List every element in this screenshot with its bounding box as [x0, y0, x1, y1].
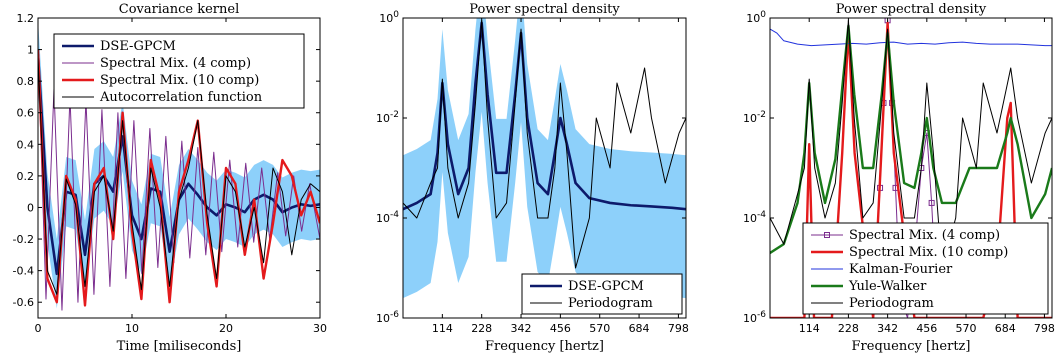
x-tick-label: 684 — [995, 322, 1016, 335]
y-tick-label: -0.4 — [13, 265, 34, 278]
plot-frame — [402, 17, 687, 319]
legend-label-periodogram: Periodogram — [568, 296, 653, 311]
series-line-autocorrelation-function — [38, 57, 320, 295]
x-tick-label: 342 — [511, 322, 532, 335]
legend: Spectral Mix. (4 comp) Spectral Mix. (10 … — [802, 222, 1049, 315]
chart-panel-3: Power spectral density Frequency [hertz] 1… — [743, 2, 1055, 354]
legend: DSE-GPCM Spectral Mix. (4 comp) Spectral M… — [53, 33, 305, 109]
legend-box — [802, 222, 1049, 315]
x-tick-label: 228 — [471, 322, 492, 335]
plot-area — [770, 18, 1052, 318]
x-tick-label: 114 — [432, 322, 453, 335]
legend-label-dse-gpcm: DSE-GPCM — [100, 39, 176, 54]
legend-box — [521, 273, 683, 315]
chart-title: Power spectral density — [469, 2, 620, 17]
x-tick-label: 798 — [1034, 322, 1055, 335]
x-tick-label: 798 — [668, 322, 689, 335]
legend-label-spectral-mix-10-comp: Spectral Mix. (10 comp) — [100, 73, 259, 88]
x-tick-label: 228 — [838, 322, 859, 335]
y-tick-label: 10-2 — [743, 110, 766, 125]
x-tick-label: 20 — [219, 322, 233, 335]
legend-label-kalman-fourier: Kalman-Fourier — [849, 262, 953, 277]
plot-area — [403, 18, 686, 299]
y-tick-label: 10-4 — [743, 210, 766, 225]
y-tick-label: 1.2 — [17, 12, 35, 25]
legend-label-spectral-mix-10-comp: Spectral Mix. (10 comp) — [849, 245, 1008, 260]
y-tick-label: 10-6 — [743, 310, 766, 325]
y-tick-label: 1 — [27, 44, 34, 57]
y-tick-label: 0.4 — [17, 138, 35, 151]
legend-label-autocorrelation-function: Autocorrelation function — [99, 90, 263, 105]
x-tick-label: 10 — [125, 322, 139, 335]
x-axis-label: Frequency [hertz] — [485, 339, 604, 354]
x-tick-label: 114 — [799, 322, 820, 335]
x-tick-label: 342 — [877, 322, 898, 335]
legend-label-periodogram: Periodogram — [849, 296, 934, 311]
x-axis-label: Frequency [hertz] — [852, 339, 971, 354]
series-line-spectral-mix-10-comp — [38, 49, 320, 307]
y-tick-label: 0.2 — [17, 170, 35, 183]
chart-title: Power spectral density — [836, 2, 987, 17]
series-line-spectral-mix-10-comp — [770, 21, 1052, 318]
x-tick-label: 570 — [589, 322, 610, 335]
legend-label-dse-gpcm: DSE-GPCM — [568, 279, 644, 294]
y-tick-label: 0 — [27, 201, 34, 214]
legend-label-spectral-mix-4-comp: Spectral Mix. (4 comp) — [849, 228, 1000, 243]
legend-box — [53, 33, 305, 109]
plot-area — [38, 19, 320, 311]
confidence-band-dse-gpcm — [403, 18, 686, 299]
x-tick-label: 456 — [550, 322, 571, 335]
y-tick-label: -0.6 — [13, 296, 34, 309]
legend-marker — [824, 232, 830, 238]
chart-panel-2: Power spectral density Frequency [hertz] 1… — [376, 2, 689, 354]
y-tick-label: 100 — [379, 10, 399, 25]
plot-frame — [769, 17, 1053, 319]
y-tick-label: -0.2 — [13, 233, 34, 246]
confidence-band-dse-gpcm — [38, 19, 320, 309]
x-tick-label: 30 — [313, 322, 327, 335]
y-tick-label: 100 — [746, 10, 766, 25]
x-tick-label: 456 — [916, 322, 937, 335]
series-line-yule-walker — [770, 24, 1052, 254]
y-tick-label: 10-4 — [376, 210, 399, 225]
series-line-periodogram — [770, 19, 1052, 269]
legend: DSE-GPCM Periodogram — [521, 273, 683, 315]
x-tick-label: 0 — [35, 322, 42, 335]
legend-label-yule-walker: Yule-Walker — [848, 279, 927, 294]
x-tick-label: 684 — [629, 322, 650, 335]
chart-title: Covariance kernel — [119, 2, 239, 17]
y-tick-label: 10-6 — [376, 310, 399, 325]
y-tick-label: 10-2 — [376, 110, 399, 125]
series-line-periodogram — [403, 19, 686, 269]
plot-frame — [37, 17, 321, 319]
series-line-kalman-fourier — [770, 28, 1052, 47]
y-tick-label: 0.8 — [17, 75, 35, 88]
x-tick-label: 570 — [956, 322, 977, 335]
y-tick-label: 0.6 — [17, 107, 35, 120]
x-axis-label: Time [miliseconds] — [117, 339, 242, 354]
data-point — [928, 199, 935, 206]
legend-label-spectral-mix-4-comp: Spectral Mix. (4 comp) — [100, 56, 251, 71]
